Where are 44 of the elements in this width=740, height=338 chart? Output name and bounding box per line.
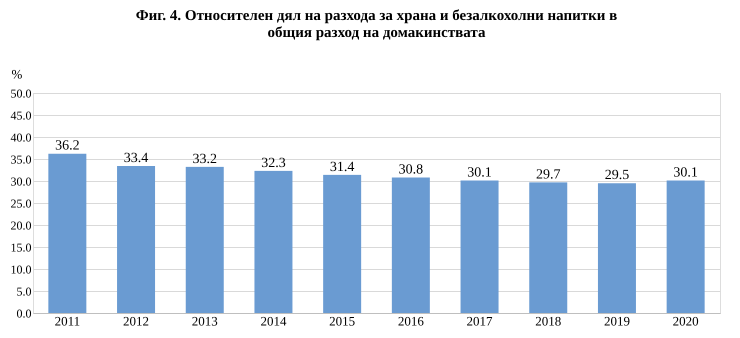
y-tick-label: 40.0 [10, 130, 32, 144]
bar [460, 180, 499, 313]
data-label: 30.1 [673, 166, 698, 181]
data-label: 32.3 [261, 156, 286, 171]
data-label: 29.5 [604, 168, 630, 184]
y-tick-label: 5.0 [16, 284, 32, 298]
data-label: 29.7 [536, 167, 560, 182]
x-tick-label: 2016 [398, 314, 424, 328]
y-tick-label: 0.0 [16, 306, 32, 320]
data-label: 31.4 [330, 160, 354, 175]
text: Фиг. 4. Относителен дял на разхода за храна и безалкохолни напитки в [136, 8, 618, 24]
y-tick-label: 15.0 [10, 240, 32, 254]
bar [117, 166, 156, 313]
x-tick-label: 2017 [466, 314, 494, 328]
data-label: 33.2 [192, 152, 217, 167]
data-label: 30.8 [398, 162, 424, 178]
data-label: 30.1 [467, 166, 492, 181]
y-tick-label: 45.0 [10, 108, 32, 122]
x-tick-label: 2018 [535, 314, 562, 328]
data-label: 33.4 [124, 151, 148, 166]
y-tick-label: 50.0 [10, 86, 32, 100]
x-tick-label: 2014 [260, 314, 287, 328]
x-tick-label: 2012 [123, 314, 150, 328]
y-tick-label: 20.0 [10, 218, 32, 232]
bar [392, 177, 430, 313]
bar [666, 180, 705, 313]
x-tick-label: 2013 [192, 314, 218, 328]
y-tick-label: 35.0 [10, 152, 32, 166]
bar [186, 166, 224, 313]
bar [254, 170, 292, 313]
bar [529, 182, 568, 313]
x-tick-label: 2019 [604, 314, 630, 328]
y-tick-label: 30.0 [10, 174, 32, 188]
text: общия разход на домакинствата [268, 25, 486, 41]
bar [323, 174, 362, 313]
bar [48, 154, 86, 313]
bar [598, 183, 636, 313]
y-tick-label: 25.0 [10, 196, 32, 210]
y-tick-label: 10.0 [10, 262, 32, 276]
x-tick-label: 2015 [329, 314, 356, 328]
x-tick-label: 2020 [672, 314, 699, 328]
x-tick-label: 2011 [54, 314, 80, 328]
data-label: 36.2 [55, 138, 80, 154]
y-axis-title: % [12, 66, 22, 82]
